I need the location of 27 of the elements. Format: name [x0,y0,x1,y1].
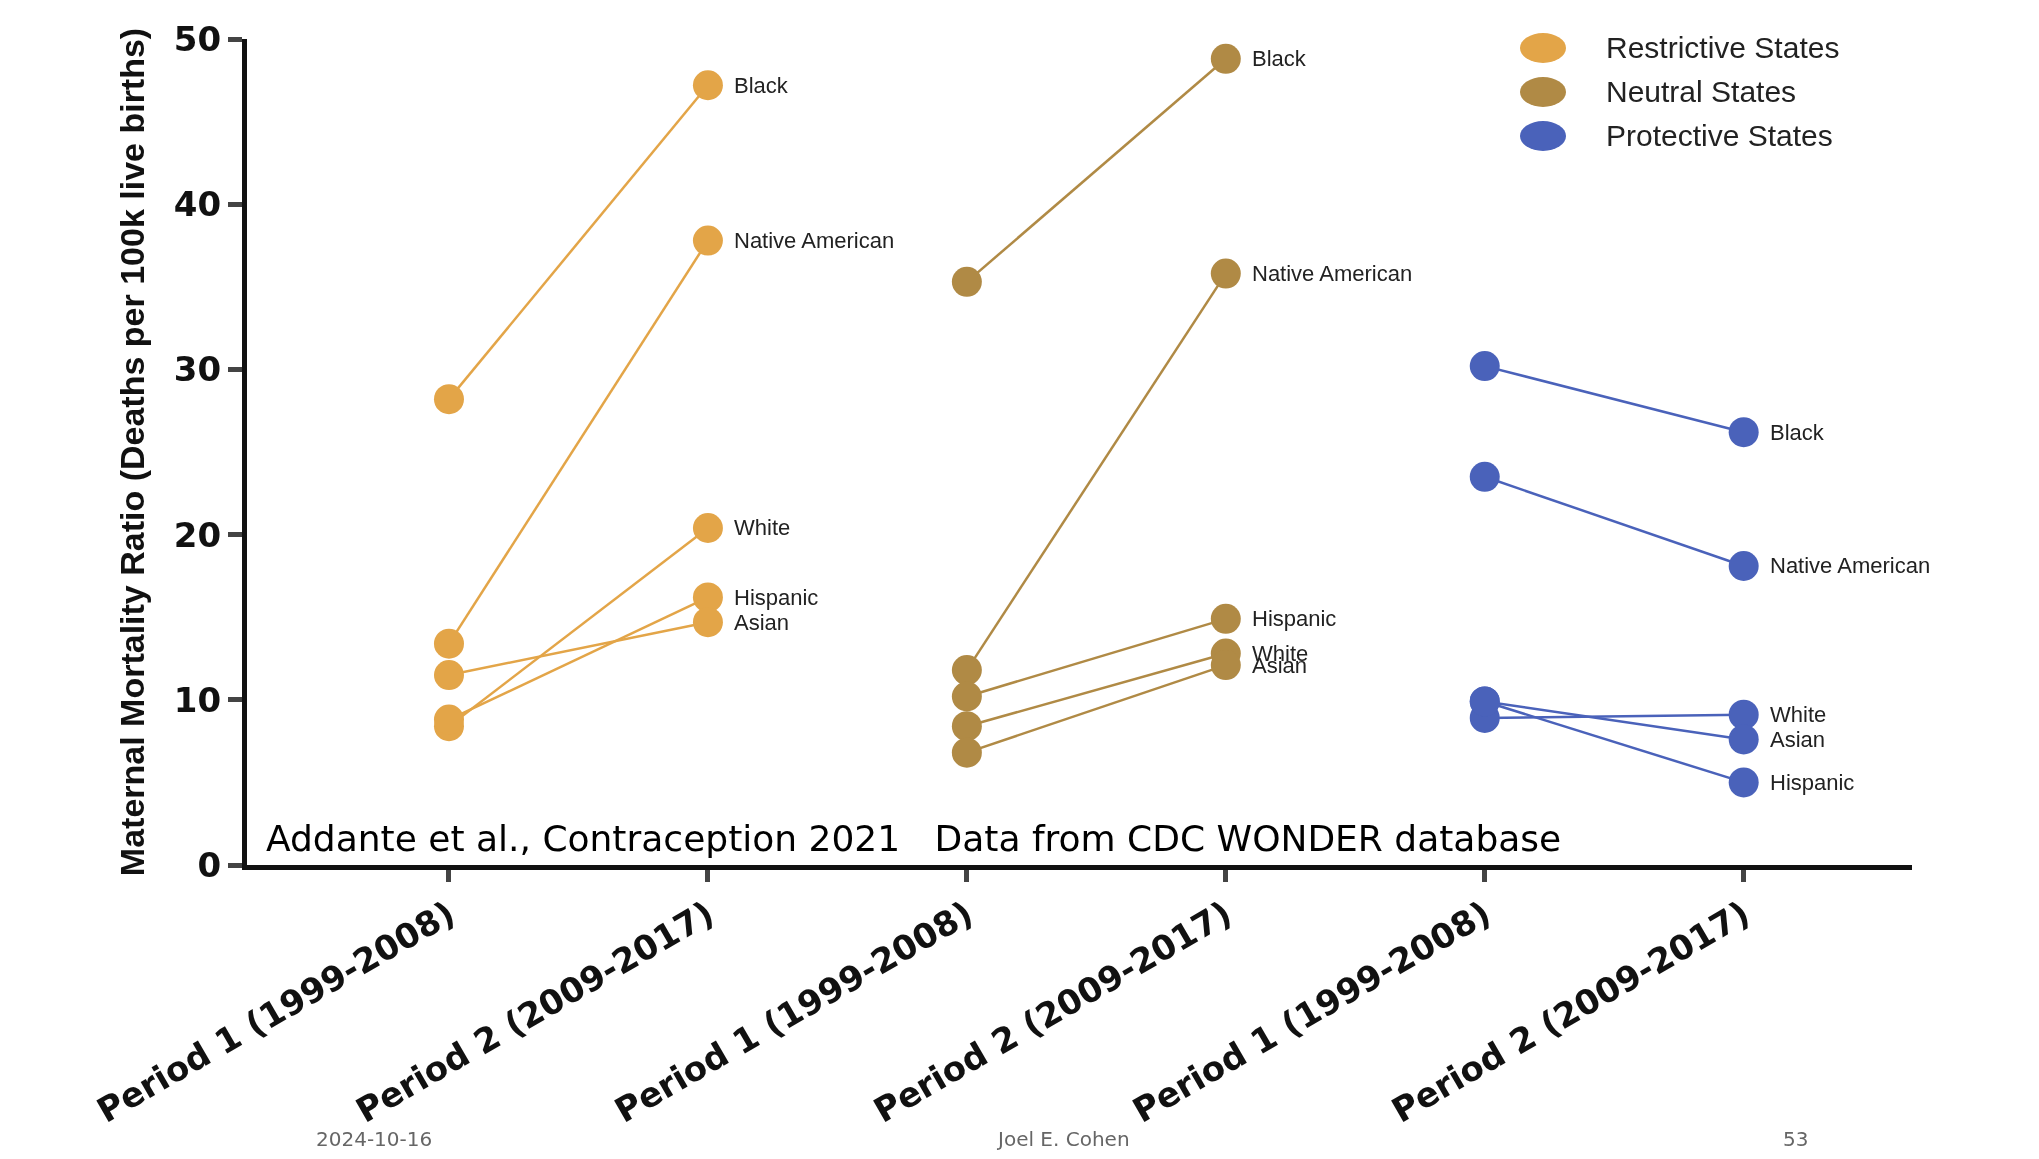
series-label: Black [1770,420,1825,445]
text: 2024-10-16 [316,1127,433,1151]
y-tick-label: 10 [173,679,222,720]
series-label: Hispanic [734,585,819,610]
y-tick-label: 0 [197,844,222,885]
annotation: Restrictive States [1606,31,1840,65]
series-label: Black [734,73,789,98]
text: Joel E. Cohen [996,1127,1130,1151]
y-tick-label: 20 [173,514,222,555]
annotation: Neutral States [1606,75,1797,109]
series-label: Black [1252,46,1307,71]
series-label: Hispanic [1252,606,1337,631]
series-label: Native American [734,228,895,253]
series-label: Asian [1770,727,1826,752]
series-label: Asian [734,610,790,635]
y-axis-title: Maternal Mortality Ratio (Deaths per 100k live births) [113,27,152,877]
annotation: Addante et al., Contraception 2021 Data from CDC WONDER database [266,818,1562,859]
y-tick-label: 50 [173,18,222,59]
series-label: White [734,515,791,540]
series-label: Native American [1770,553,1931,578]
series-label: Native American [1252,261,1413,286]
series-label: Hispanic [1770,770,1855,795]
y-tick-label: 40 [173,184,222,225]
annotation: Protective States [1606,119,1833,153]
y-tick-label: 30 [173,349,222,390]
text: 53 [1783,1127,1809,1151]
series-label: White [1770,702,1827,727]
